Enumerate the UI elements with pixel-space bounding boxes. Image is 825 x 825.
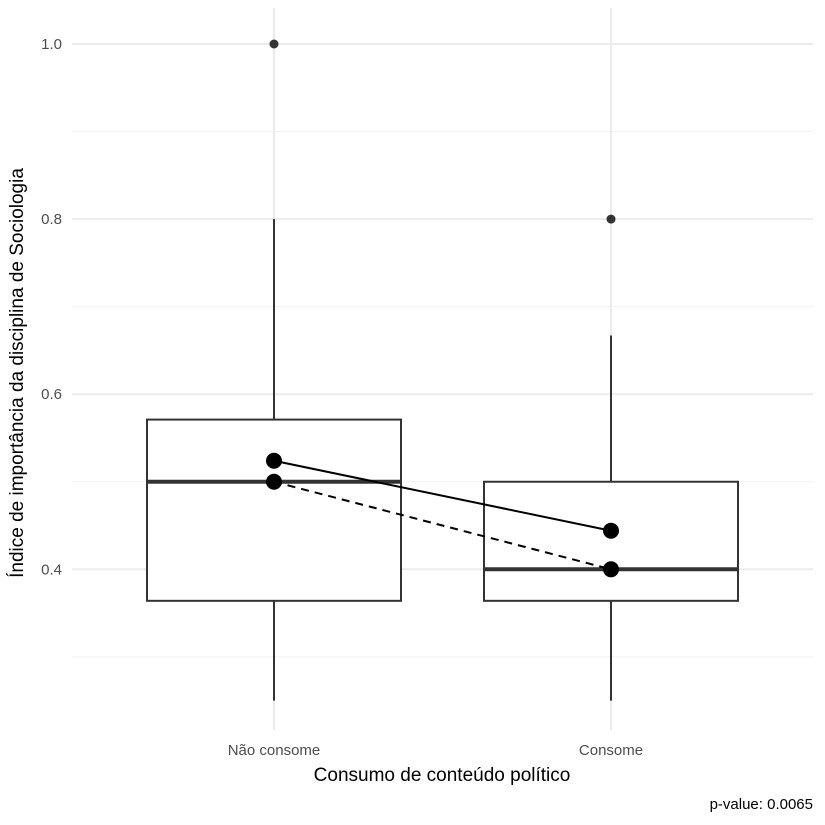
box-iqr (146, 418, 402, 602)
outlier-point (269, 39, 279, 49)
outlier-point (606, 214, 616, 224)
box-iqr (483, 480, 739, 602)
median-point (266, 473, 282, 490)
summary-lines (273, 459, 612, 571)
summary-points (266, 452, 619, 578)
y-axis-title: Índice de importância da disciplina de S… (7, 168, 28, 578)
median-connector-line (273, 480, 612, 571)
mean-connector-line (273, 459, 612, 532)
mean-point (266, 452, 282, 469)
y-tick-label: 0.6 (41, 386, 62, 403)
grid (72, 8, 813, 730)
median-point (603, 561, 619, 578)
x-axis-title: Consumo de conteúdo político (314, 765, 571, 786)
y-tick-label: 1.0 (41, 36, 62, 53)
tick-labels: 0.4 0.6 0.8 1.0 Não consome Consome (41, 36, 643, 759)
x-tick-label: Não consome (228, 742, 321, 759)
y-tick-label: 0.4 (41, 561, 62, 578)
mean-point (603, 522, 619, 539)
p-value-caption: p-value: 0.0065 (710, 796, 813, 813)
y-tick-label: 0.8 (41, 211, 62, 228)
x-tick-label: Consome (579, 742, 643, 759)
boxes (146, 39, 739, 701)
